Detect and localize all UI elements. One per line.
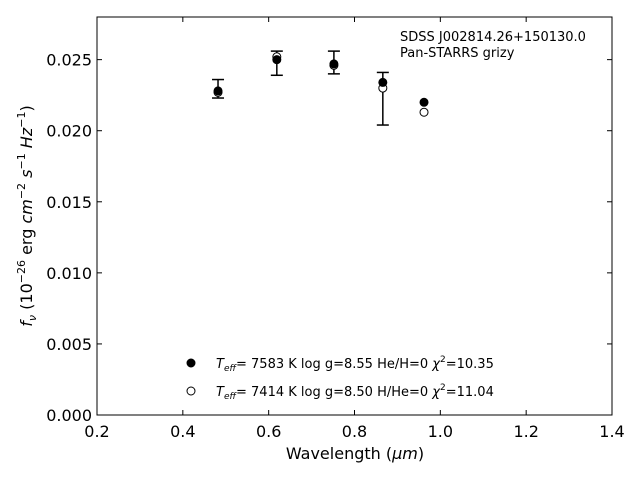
- y-label-part: −26: [15, 260, 28, 283]
- data-points: [213, 52, 429, 117]
- legend-entry: Teff= 7583 K log g=8.55 He/H=0 χ2=10.35: [216, 355, 494, 374]
- legend-filled-marker: [186, 358, 196, 368]
- y-label-part: s: [17, 170, 36, 178]
- x-tick-label: 0.8: [342, 422, 367, 441]
- y-axis-ticks: 0.000 0.005 0.010 0.015 0.020 0.025: [46, 51, 612, 425]
- x-tick-label: 1.2: [513, 422, 538, 441]
- y-label-part: f: [17, 319, 36, 327]
- x-tick-label: 1.4: [599, 422, 624, 441]
- filled-point: [213, 86, 223, 96]
- survey-annotation: Pan-STARRS grizy: [400, 46, 515, 61]
- y-label-part: ν: [26, 315, 39, 321]
- x-tick-label: 0.4: [170, 422, 195, 441]
- y-label-part: ): [17, 105, 36, 111]
- x-axis-label: Wavelength (μm): [286, 444, 424, 463]
- legend-text-part: χ: [431, 357, 441, 372]
- plot-frame: [96, 16, 613, 416]
- x-tick-label: 0.6: [256, 422, 281, 441]
- y-label-part: erg: [17, 224, 36, 260]
- legend-open-marker: [186, 386, 196, 396]
- legend-text-part: = 7583 K log g=8.55 He/H=0: [236, 357, 432, 372]
- x-label-text: Wavelength (: [286, 444, 392, 463]
- y-label-part: −1: [15, 112, 28, 128]
- legend-text-part: 2: [440, 383, 446, 393]
- filled-point: [329, 59, 339, 69]
- y-tick-label: 0.005: [46, 335, 92, 354]
- y-axis-label: fν (10−26 erg cm−2 s−1 Hz−1): [15, 105, 39, 326]
- legend-text-part: 2: [440, 355, 446, 365]
- legend-text-part: = 7414 K log g=8.50 H/He=0: [236, 385, 432, 400]
- x-axis-ticks: 0.2 0.4 0.6 0.8 1.0 1.2 1.4: [84, 17, 625, 441]
- legend-text-part: =11.04: [446, 385, 494, 400]
- filled-point: [419, 97, 429, 107]
- legend-text-part: eff: [224, 392, 238, 402]
- y-tick-label: 0.020: [46, 122, 92, 141]
- filled-point: [272, 55, 282, 65]
- filled-point: [378, 77, 388, 87]
- y-label-part: −1: [15, 153, 28, 169]
- legend-text-part: =10.35: [446, 357, 494, 372]
- y-label-part: cm: [17, 199, 36, 223]
- error-bars: [212, 50, 389, 126]
- legend-entry: Teff= 7414 K log g=8.50 H/He=0 χ2=11.04: [216, 383, 494, 402]
- x-label-close: ): [418, 444, 424, 463]
- x-label-unit: μm: [391, 444, 418, 463]
- legend-text-part: eff: [224, 364, 238, 374]
- y-label-part: −2: [15, 183, 28, 199]
- y-tick-label: 0.000: [46, 406, 92, 425]
- x-tick-label: 0.2: [84, 422, 109, 441]
- y-label-part: Hz: [17, 127, 36, 148]
- object-name-annotation: SDSS J002814.26+150130.0: [400, 30, 586, 45]
- y-label-part: (10: [17, 283, 36, 315]
- open-point: [419, 107, 429, 117]
- y-tick-label: 0.015: [46, 193, 92, 212]
- legend-text-part: χ: [431, 385, 441, 400]
- y-tick-label: 0.010: [46, 264, 92, 283]
- legend-text-part: T: [216, 357, 225, 372]
- y-tick-label: 0.025: [46, 51, 92, 70]
- legend: Teff= 7583 K log g=8.55 He/H=0 χ2=10.35T…: [186, 355, 494, 402]
- legend-text-part: T: [216, 385, 225, 400]
- x-tick-label: 1.0: [428, 422, 453, 441]
